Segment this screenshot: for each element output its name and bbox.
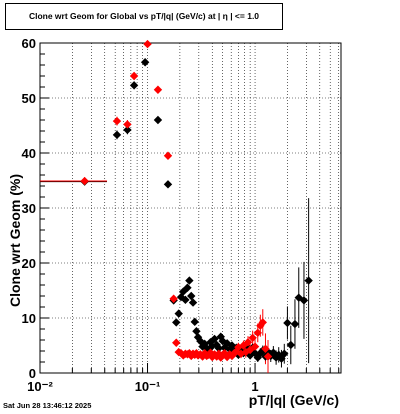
data-point-red [153, 85, 163, 94]
data-point-black [183, 283, 192, 292]
data-point-black [190, 317, 199, 327]
data-point-red [227, 351, 237, 361]
data-point-red [129, 71, 139, 81]
data-point-red [163, 151, 173, 160]
data-point-black [153, 115, 163, 125]
data-point-black [140, 58, 150, 67]
data-point-red [169, 294, 178, 303]
data-point-black [163, 180, 173, 189]
data-point-red [248, 333, 257, 342]
data-point-black [188, 298, 198, 307]
data-point-red [258, 318, 267, 327]
timestamp: Sat Jun 28 13:46:12 2025 [3, 401, 92, 410]
y-tick-label: 50 [22, 91, 36, 106]
grid-lines [40, 43, 341, 373]
x-tick-label: 10⁻² [27, 379, 53, 394]
x-tick-label: 10⁻¹ [135, 379, 161, 394]
data-point-black [112, 130, 122, 140]
data-point-black [172, 318, 181, 327]
data-point-red [80, 176, 89, 186]
data-point-black [227, 341, 237, 350]
data-point-black [304, 276, 313, 285]
data-point-black [179, 287, 188, 296]
y-tick-label: 60 [22, 36, 36, 51]
data-point-red [236, 349, 246, 358]
data-point-red [112, 116, 122, 126]
data-point-red [253, 328, 262, 338]
data-point-red [239, 341, 248, 350]
data-point-red [143, 39, 152, 49]
axis-ticks [39, 42, 340, 374]
data-point-black [280, 349, 289, 358]
data-point-black [129, 81, 139, 90]
data-point-black [210, 334, 219, 344]
data-point-red [250, 342, 260, 351]
data-point-black [187, 291, 196, 301]
data-point-red [263, 352, 273, 361]
data-point-red [214, 349, 223, 358]
data-point-black [299, 296, 309, 305]
data-point-red [172, 338, 181, 347]
data-point-red [123, 120, 132, 129]
chart-title: Clone wrt Geom for Global vs pT/|q| (GeV… [5, 3, 283, 30]
x-axis-title: pT/|q| (GeV/c) [249, 392, 339, 408]
data-point-black [123, 125, 132, 135]
y-tick-label: 20 [22, 256, 36, 271]
data-point-black [192, 327, 201, 336]
data-point-black [290, 319, 300, 329]
data-point-red [243, 338, 253, 347]
data-point-black [214, 344, 223, 353]
data-point-black [174, 309, 183, 318]
data-points [80, 39, 313, 363]
data-point-black [283, 318, 292, 328]
y-tick-label: 10 [22, 311, 36, 326]
y-axis-title: Clone wrt Geom (%) [7, 174, 23, 307]
data-point-black [185, 276, 194, 285]
y-tick-label: 40 [22, 146, 36, 161]
data-point-black [193, 333, 203, 342]
data-point-black [286, 340, 295, 350]
data-point-red [261, 344, 270, 353]
y-tick-label: 30 [22, 201, 36, 216]
y-tick-label: 0 [29, 366, 36, 381]
x-tick-label: 1 [251, 379, 258, 394]
data-point-black [181, 295, 190, 305]
